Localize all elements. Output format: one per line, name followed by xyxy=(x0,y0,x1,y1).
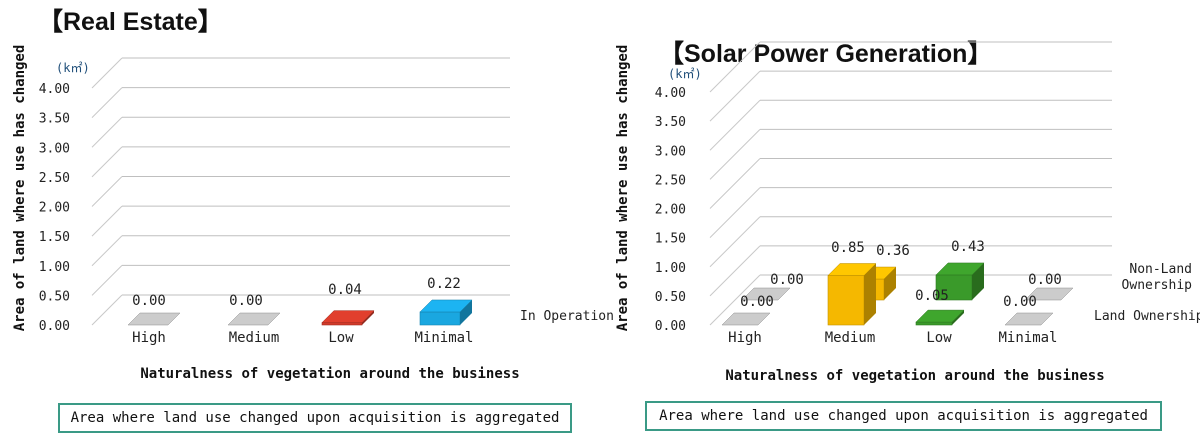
real-estate-bar-side xyxy=(362,310,374,325)
real-estate-grid-diag xyxy=(91,87,123,118)
real-estate-y-unit: (k㎡) xyxy=(56,61,90,75)
real-estate-data-label: 0.00 xyxy=(132,293,166,309)
real-estate-data-label: 0.22 xyxy=(427,276,461,292)
solar-grid-diag xyxy=(709,245,761,297)
solar-bar-side xyxy=(864,263,876,325)
real-estate-bar-top xyxy=(419,299,473,313)
real-estate-data-label: 0.04 xyxy=(328,282,362,298)
solar-grid-diag xyxy=(709,274,761,326)
solar-series-label: Non-Land Ownership xyxy=(1122,262,1193,293)
real-estate-grid-diag xyxy=(91,116,123,148)
real-estate-y-tick-label: 3.50 xyxy=(39,112,70,127)
solar-y-tick-label: 4.00 xyxy=(655,86,686,101)
real-estate-category-label: Minimal xyxy=(414,330,473,346)
solar-bar-top xyxy=(1024,287,1074,301)
real-estate-y-tick-label: 2.00 xyxy=(39,201,70,216)
solar-data-label: 0.36 xyxy=(876,243,910,259)
real-estate-bar-top xyxy=(321,310,375,323)
real-estate-data-label: 0.00 xyxy=(229,293,263,309)
real-estate-y-tick-label: 4.00 xyxy=(39,82,70,97)
solar-grid-diag xyxy=(709,70,761,122)
solar-note: Area where land use changed upon acquisi… xyxy=(645,401,1162,431)
solar-grid-diag xyxy=(709,99,761,151)
solar-grid-diag xyxy=(709,216,761,268)
solar-y-unit: (k㎡) xyxy=(668,67,702,81)
solar-bar-front xyxy=(935,274,973,301)
solar-y-tick-label: 0.50 xyxy=(655,290,686,305)
solar-category-label: Minimal xyxy=(998,330,1057,346)
real-estate-y-tick-label: 0.50 xyxy=(39,289,70,304)
solar-y-tick-label: 2.50 xyxy=(655,173,686,188)
solar-grid-diag xyxy=(709,187,761,238)
solar-category-label: High xyxy=(728,330,762,346)
solar-data-label: 0.85 xyxy=(831,240,865,256)
solar-x-axis-title: Naturalness of vegetation around the bus… xyxy=(725,368,1104,384)
solar-series-label: Land Ownership xyxy=(1094,309,1200,324)
solar-y-tick-label: 3.00 xyxy=(655,144,686,159)
solar-category-label: Medium xyxy=(825,330,876,346)
solar-y-tick-label: 0.00 xyxy=(655,319,686,334)
real-estate-grid-diag xyxy=(91,294,123,326)
solar-data-label: 0.00 xyxy=(740,294,774,310)
solar-bar-front xyxy=(827,275,865,326)
solar-bar-top xyxy=(1004,312,1054,326)
solar-data-label: 0.00 xyxy=(1028,272,1062,288)
real-estate-x-axis-title: Naturalness of vegetation around the bus… xyxy=(140,366,519,382)
real-estate-grid-diag xyxy=(91,146,123,178)
real-estate-bar-top xyxy=(127,312,181,326)
solar-y-tick-label: 2.00 xyxy=(655,203,686,218)
solar-chart-title: 【Solar Power Generation】 xyxy=(659,40,993,68)
real-estate-bar-side xyxy=(460,299,472,325)
real-estate-grid-diag xyxy=(91,57,123,89)
real-estate-y-tick-label: 2.50 xyxy=(39,171,70,186)
solar-bar-side xyxy=(884,267,896,300)
solar-bar-top xyxy=(721,312,771,326)
solar-bar-front xyxy=(915,321,953,326)
solar-bar-side xyxy=(952,310,964,325)
real-estate-grid-diag xyxy=(91,205,123,237)
real-estate-y-axis-title: Area of land where use has changed xyxy=(12,45,28,332)
real-estate-bar-top xyxy=(227,312,281,326)
real-estate-bar-front xyxy=(321,322,363,326)
real-estate-category-label: High xyxy=(132,330,166,346)
real-estate-y-tick-label: 1.00 xyxy=(39,260,70,275)
solar-data-label: 0.00 xyxy=(1003,294,1037,310)
solar-bar-top xyxy=(827,263,877,276)
solar-bar-top xyxy=(741,287,791,301)
real-estate-series-label: In Operation xyxy=(520,309,614,324)
solar-data-label: 0.00 xyxy=(770,272,804,288)
solar-y-tick-label: 3.50 xyxy=(655,115,686,130)
real-estate-grid-diag xyxy=(91,235,123,267)
solar-grid-diag xyxy=(709,158,761,209)
solar-y-tick-label: 1.50 xyxy=(655,232,686,247)
real-estate-grid-diag xyxy=(91,176,123,207)
solar-y-axis-title: Area of land where use has changed xyxy=(615,45,631,332)
real-estate-note: Area where land use changed upon acquisi… xyxy=(58,403,572,433)
real-estate-category-label: Low xyxy=(328,330,354,346)
solar-category-label: Low xyxy=(926,330,952,346)
solar-grid-diag xyxy=(709,41,761,93)
real-estate-bar-front xyxy=(419,311,461,326)
real-estate-category-label: Medium xyxy=(229,330,280,346)
solar-bar-top xyxy=(935,262,985,276)
solar-bar-top xyxy=(915,309,965,323)
solar-y-tick-label: 1.00 xyxy=(655,261,686,276)
real-estate-grid-diag xyxy=(91,265,123,296)
real-estate-y-tick-label: 0.00 xyxy=(39,319,70,334)
real-estate-y-tick-label: 1.50 xyxy=(39,230,70,245)
solar-data-label: 0.05 xyxy=(915,288,949,304)
real-estate-chart-title: 【Real Estate】 xyxy=(38,8,223,36)
real-estate-y-tick-label: 3.00 xyxy=(39,141,70,156)
solar-grid-diag xyxy=(709,129,761,180)
solar-data-label: 0.43 xyxy=(951,239,985,255)
